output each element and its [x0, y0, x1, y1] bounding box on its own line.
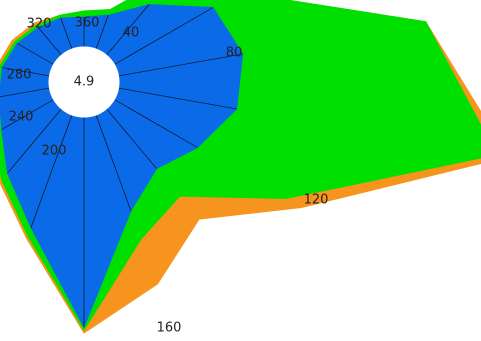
spoke-line [1, 99, 54, 130]
spoke-line [106, 108, 157, 169]
spoke-line [118, 87, 237, 110]
center-circle [48, 46, 120, 118]
spoke-lines [0, 4, 243, 327]
direction-label: 360 [75, 16, 100, 31]
direction-labels: 40 80 120 160 200 240 280 320 360 [7, 16, 329, 336]
direction-label: 120 [304, 193, 329, 208]
spoke-line [114, 99, 198, 148]
spoke-line [95, 114, 132, 211]
direction-label: 40 [123, 26, 140, 41]
direction-label: 80 [226, 46, 243, 61]
spoke-line [2, 67, 50, 77]
spoke-line [95, 15, 109, 50]
spoke-line [114, 7, 214, 65]
spoke-line [60, 17, 73, 50]
spoke-line [106, 4, 150, 56]
direction-label: 160 [157, 321, 182, 336]
spoke-line [38, 27, 62, 56]
direction-label: 240 [9, 110, 34, 125]
spoke-line [17, 43, 54, 65]
direction-label: 280 [7, 68, 32, 83]
spoke-line [7, 108, 62, 174]
direction-label: 200 [42, 144, 67, 159]
spoke-line [30, 114, 73, 228]
center-value-label: 4.9 [74, 75, 95, 90]
spoke-line [0, 87, 50, 98]
direction-label: 320 [27, 17, 52, 32]
spoke-line [118, 53, 243, 77]
